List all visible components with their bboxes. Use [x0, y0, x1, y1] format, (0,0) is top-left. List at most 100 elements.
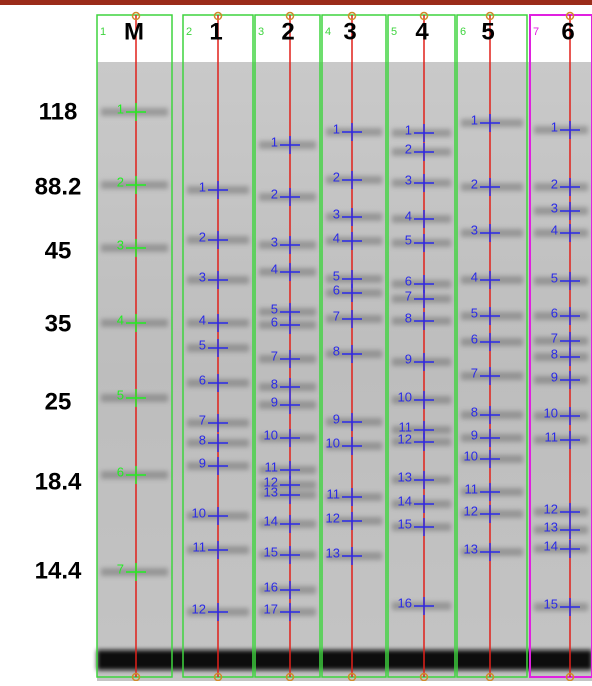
- band-label: 8: [271, 376, 278, 391]
- band-label: 2: [199, 229, 206, 244]
- band-label: 13: [464, 541, 478, 556]
- band-label: 1: [271, 134, 278, 149]
- band-label: 4: [199, 312, 206, 327]
- lane-title: 5: [481, 18, 494, 45]
- band-label: 3: [117, 237, 124, 252]
- marker-label: 88.2: [35, 173, 82, 200]
- band-label: 16: [398, 595, 412, 610]
- marker-label: 14.4: [35, 557, 82, 584]
- band-label: 7: [199, 412, 206, 427]
- lane-index: 2: [186, 26, 192, 38]
- marker-label: 18.4: [35, 468, 82, 495]
- band-label: 6: [117, 464, 124, 479]
- band-label: 2: [551, 176, 558, 191]
- lane-index: 6: [460, 26, 466, 38]
- marker-label: 45: [45, 237, 72, 264]
- lane-index: 4: [325, 26, 331, 38]
- band-label: 7: [117, 561, 124, 576]
- band-label: 3: [405, 172, 412, 187]
- band-label: 14: [544, 538, 558, 553]
- marker-label: 118: [39, 98, 78, 125]
- band-label: 8: [405, 310, 412, 325]
- band-label: 11: [327, 486, 341, 501]
- band-label: 9: [471, 427, 478, 442]
- band-label: 1: [199, 179, 206, 194]
- band-label: 12: [464, 503, 478, 518]
- band-label: 2: [333, 169, 340, 184]
- band-label: 5: [117, 387, 124, 402]
- band-label: 6: [333, 282, 340, 297]
- lane-index: 1: [100, 26, 106, 38]
- band-label: 3: [333, 206, 340, 221]
- band-label: 10: [192, 505, 206, 520]
- lane-title: 1: [209, 18, 222, 45]
- lane-index: 7: [533, 26, 539, 38]
- band-label: 10: [264, 427, 278, 442]
- band-label: 4: [405, 208, 412, 223]
- band-label: 3: [271, 234, 278, 249]
- band-label: 9: [551, 369, 558, 384]
- band-label: 2: [117, 174, 124, 189]
- lane-title: 6: [561, 18, 574, 45]
- band-label: 7: [333, 308, 340, 323]
- band-label: 14: [398, 493, 412, 508]
- band-label: 5: [333, 268, 340, 283]
- band-label: 1: [551, 119, 558, 134]
- band-label: 10: [544, 405, 558, 420]
- band-label: 9: [199, 455, 206, 470]
- band-label: 16: [264, 579, 278, 594]
- band-label: 17: [264, 601, 278, 616]
- lane-index: 5: [391, 26, 397, 38]
- band-label: 13: [544, 519, 558, 534]
- lane-index: 3: [258, 26, 264, 38]
- band-label: 6: [271, 314, 278, 329]
- band-label: 2: [405, 141, 412, 156]
- band-label: 3: [199, 269, 206, 284]
- band-label: 11: [465, 481, 479, 496]
- lane-title: 3: [343, 18, 356, 45]
- band-label: 2: [271, 186, 278, 201]
- band-label: 10: [464, 448, 478, 463]
- band-label: 8: [333, 343, 340, 358]
- band-label: 8: [199, 432, 206, 447]
- band-label: 1: [117, 101, 124, 116]
- band-label: 5: [199, 337, 206, 352]
- page: 11888.245352518.414.41M12345672112345678…: [0, 0, 592, 681]
- band-label: 4: [333, 230, 340, 245]
- band-label: 12: [398, 431, 412, 446]
- band-label: 6: [199, 372, 206, 387]
- band-label: 9: [271, 394, 278, 409]
- band-label: 15: [398, 516, 412, 531]
- band-label: 6: [405, 273, 412, 288]
- band-label: 7: [271, 348, 278, 363]
- band-label: 9: [405, 351, 412, 366]
- marker-label: 35: [45, 310, 72, 337]
- band-label: 1: [333, 121, 340, 136]
- band-label: 14: [264, 513, 278, 528]
- band-label: 10: [398, 389, 412, 404]
- band-label: 4: [551, 222, 558, 237]
- band-label: 8: [551, 346, 558, 361]
- band-label: 12: [192, 601, 206, 616]
- band-label: 9: [333, 411, 340, 426]
- band-label: 6: [471, 331, 478, 346]
- band-label: 10: [326, 435, 340, 450]
- band-label: 11: [265, 459, 279, 474]
- lane-title: M: [124, 18, 144, 45]
- band-label: 5: [405, 232, 412, 247]
- band-label: 7: [551, 330, 558, 345]
- band-label: 13: [326, 545, 340, 560]
- band-label: 3: [551, 200, 558, 215]
- band-label: 12: [544, 501, 558, 516]
- band-label: 11: [545, 429, 559, 444]
- band-label: 4: [117, 312, 124, 327]
- band-label: 5: [471, 305, 478, 320]
- band-label: 13: [264, 484, 278, 499]
- band-label: 7: [471, 365, 478, 380]
- band-label: 2: [471, 176, 478, 191]
- band-label: 15: [264, 544, 278, 559]
- band-label: 5: [551, 270, 558, 285]
- top-bar: [0, 0, 592, 5]
- band-label: 12: [326, 510, 340, 525]
- gel-view: 11888.245352518.414.41M12345672112345678…: [0, 0, 592, 681]
